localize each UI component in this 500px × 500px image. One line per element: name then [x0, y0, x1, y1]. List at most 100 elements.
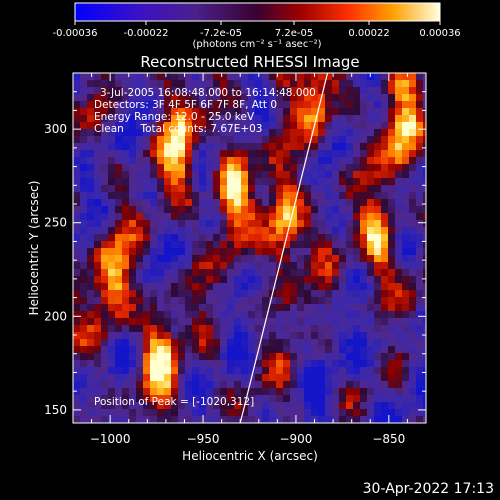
heatmap-cell [311, 360, 318, 367]
heatmap-cell [290, 80, 297, 87]
heatmap-cell [94, 143, 101, 150]
heatmap-cell [318, 374, 325, 381]
heatmap-cell [388, 213, 395, 220]
heatmap-cell [339, 150, 346, 157]
heatmap-cell [241, 318, 248, 325]
heatmap-cell [304, 129, 311, 136]
heatmap-cell [297, 290, 304, 297]
heatmap-cell [157, 101, 164, 108]
heatmap-cell [206, 213, 213, 220]
heatmap-cell [332, 332, 339, 339]
heatmap-cell [353, 129, 360, 136]
heatmap-cell [423, 206, 426, 213]
heatmap-cell [332, 311, 339, 318]
heatmap-cell [150, 388, 157, 395]
heatmap-cell [136, 304, 143, 311]
heatmap-cell [143, 304, 150, 311]
heatmap-cell [199, 290, 206, 297]
heatmap-cell [241, 346, 248, 353]
heatmap-cell [290, 332, 297, 339]
heatmap-cell [325, 297, 332, 304]
heatmap-cell [339, 234, 346, 241]
heatmap-cell [234, 150, 241, 157]
heatmap-cell [80, 360, 87, 367]
heatmap-cell [185, 402, 192, 409]
heatmap-cell [402, 304, 409, 311]
heatmap-cell [164, 332, 171, 339]
heatmap-cell [381, 318, 388, 325]
heatmap-cell [388, 367, 395, 374]
heatmap-cell [325, 332, 332, 339]
heatmap-cell [269, 374, 276, 381]
x-tick-label: −850 [372, 432, 405, 446]
heatmap-cell [374, 381, 381, 388]
heatmap-cell [346, 339, 353, 346]
heatmap-cell [101, 311, 108, 318]
heatmap-cell [220, 185, 227, 192]
heatmap-cell [115, 115, 122, 122]
heatmap-cell [283, 185, 290, 192]
heatmap-cell [171, 325, 178, 332]
heatmap-cell [143, 227, 150, 234]
heatmap-cell [290, 416, 297, 423]
heatmap-cell [409, 339, 416, 346]
heatmap-cell [234, 73, 241, 80]
heatmap-cell [276, 388, 283, 395]
heatmap-cell [255, 227, 262, 234]
heatmap-cell [353, 325, 360, 332]
heatmap-cell [381, 367, 388, 374]
heatmap-cell [325, 136, 332, 143]
heatmap-cell [402, 178, 409, 185]
heatmap-cell [171, 276, 178, 283]
heatmap-cell [297, 339, 304, 346]
heatmap-cell [241, 150, 248, 157]
heatmap-cell [367, 213, 374, 220]
heatmap-cell [143, 157, 150, 164]
heatmap-cell [87, 122, 94, 129]
heatmap-cell [101, 374, 108, 381]
heatmap-cell [367, 241, 374, 248]
heatmap-cell [318, 241, 325, 248]
heatmap-cell [143, 297, 150, 304]
heatmap-cell [395, 122, 402, 129]
heatmap-cell [332, 339, 339, 346]
heatmap-cell [101, 234, 108, 241]
heatmap-cell [395, 94, 402, 101]
heatmap-cell [367, 136, 374, 143]
heatmap-cell [185, 164, 192, 171]
heatmap-cell [409, 276, 416, 283]
heatmap-cell [94, 255, 101, 262]
heatmap-cell [164, 206, 171, 213]
heatmap-cell [346, 143, 353, 150]
heatmap-cell [220, 234, 227, 241]
heatmap-cell [381, 171, 388, 178]
heatmap-cell [171, 255, 178, 262]
heatmap-cell [143, 374, 150, 381]
heatmap-cell [94, 346, 101, 353]
heatmap-cell [248, 108, 255, 115]
heatmap-cell [157, 402, 164, 409]
heatmap-cell [262, 262, 269, 269]
heatmap-cell [87, 234, 94, 241]
heatmap-cell [248, 192, 255, 199]
heatmap-cell [122, 353, 129, 360]
heatmap-cell [325, 192, 332, 199]
heatmap-cell [192, 199, 199, 206]
annotation-detectors: Detectors: 3F 4F 5F 6F 7F 8F, Att 0 [94, 99, 277, 111]
heatmap-cell [164, 269, 171, 276]
heatmap-cell [171, 402, 178, 409]
heatmap-cell [402, 206, 409, 213]
heatmap-cell [101, 290, 108, 297]
heatmap-cell [136, 381, 143, 388]
heatmap-cell [136, 318, 143, 325]
heatmap-cell [318, 171, 325, 178]
heatmap-cell [143, 220, 150, 227]
heatmap-cell [325, 360, 332, 367]
heatmap-cell [122, 143, 129, 150]
heatmap-cell [346, 87, 353, 94]
heatmap-cell [346, 311, 353, 318]
heatmap-cell [115, 87, 122, 94]
heatmap-cell [80, 262, 87, 269]
heatmap-cell [423, 318, 426, 325]
heatmap-cell [213, 129, 220, 136]
